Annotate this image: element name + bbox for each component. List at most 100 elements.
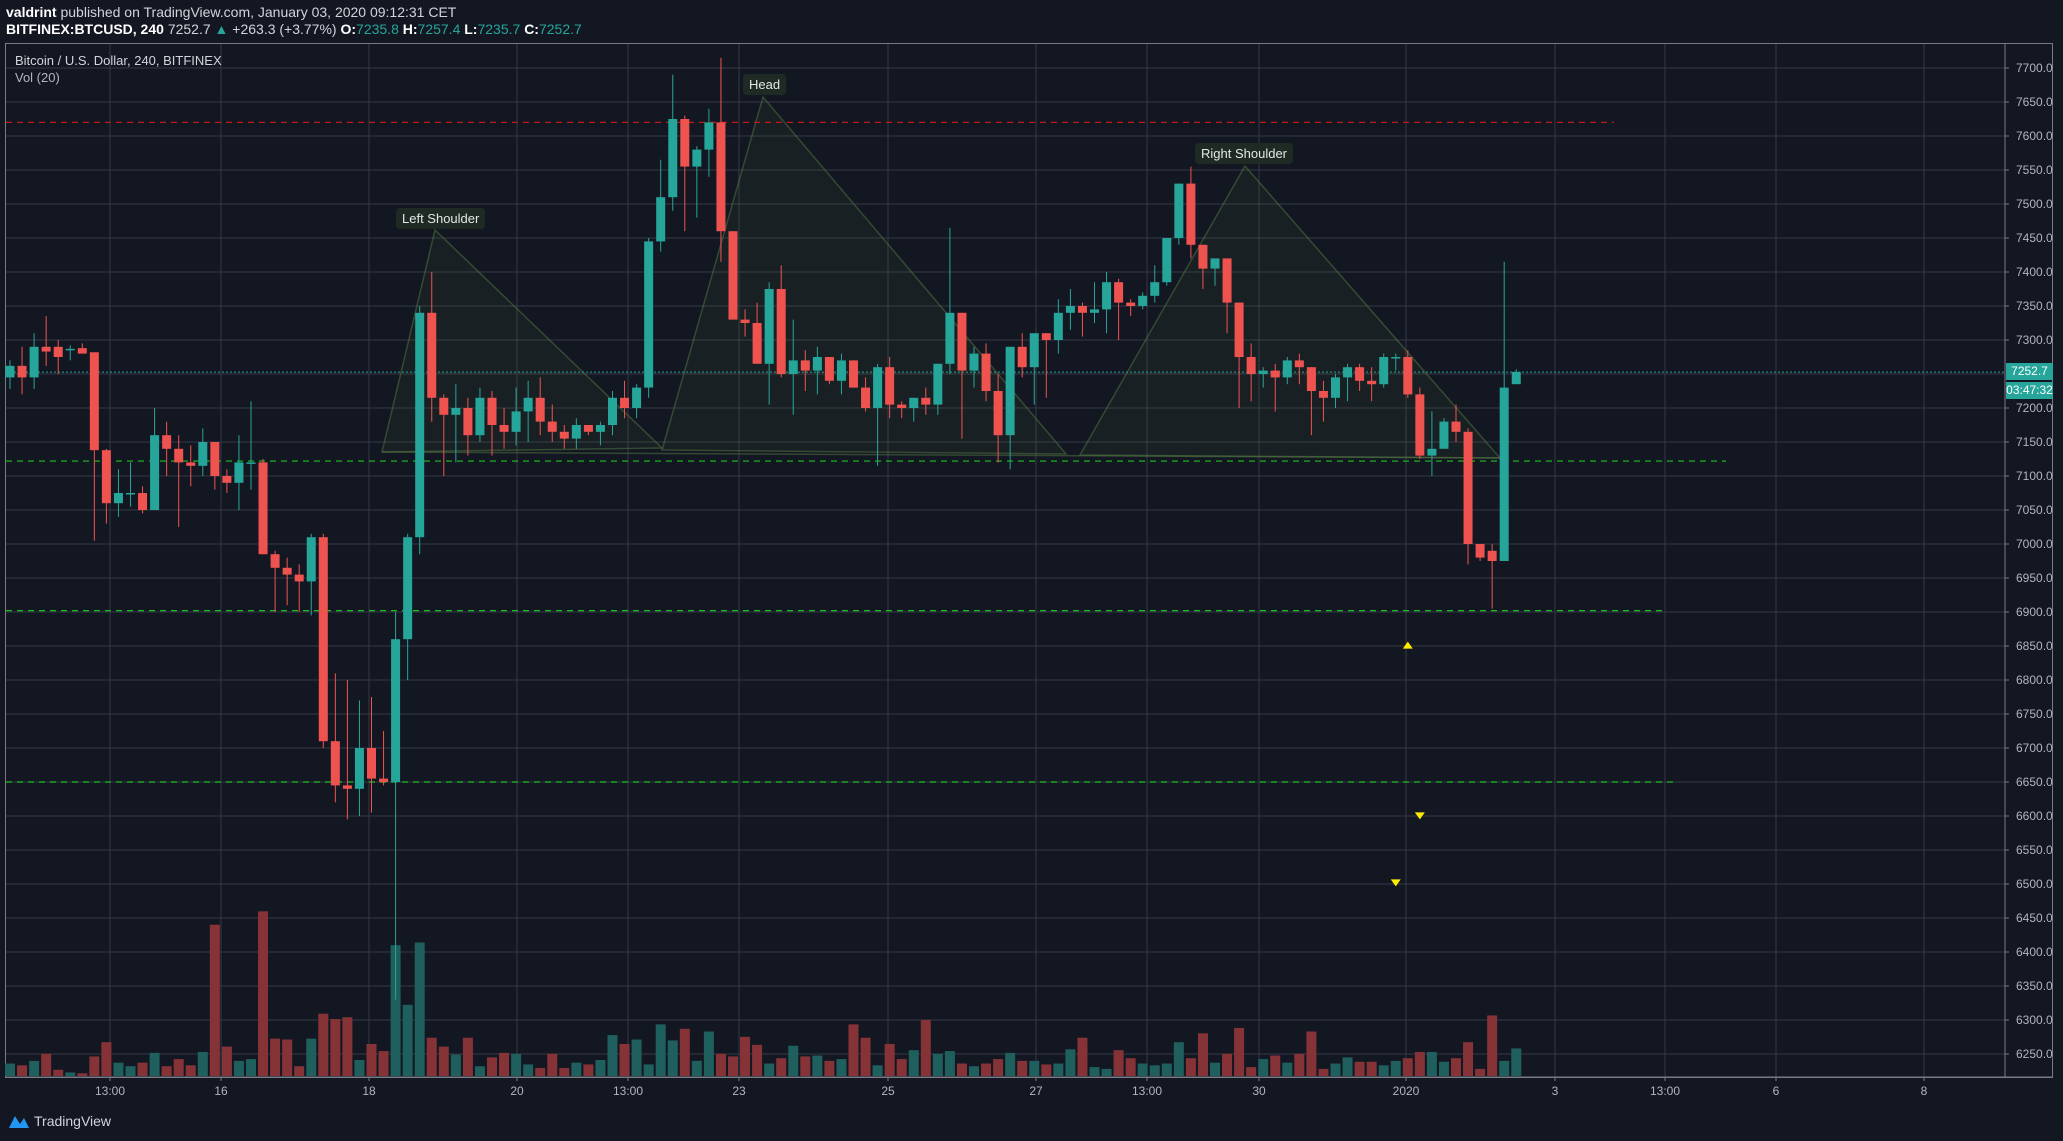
volume-bar (872, 1065, 883, 1076)
candle-body (861, 387, 871, 408)
candle-body (1475, 544, 1485, 558)
candle-body (945, 312, 955, 364)
left-shoulder-triangle (381, 228, 664, 453)
footer-brand[interactable]: TradingView (8, 1113, 111, 1129)
candle-body (1367, 380, 1377, 385)
candle-body (800, 360, 810, 371)
candle-body (174, 448, 184, 463)
candle-body (258, 462, 268, 555)
time-tick-label: 2020 (1392, 1084, 1420, 1098)
volume-bar (559, 1067, 570, 1076)
volume-bar (752, 1044, 763, 1076)
candle-body (1306, 367, 1316, 391)
candle-body (788, 360, 798, 374)
candle-body (439, 397, 449, 415)
candle-body (1282, 360, 1292, 378)
volume-bar (185, 1065, 196, 1076)
candle-body (1017, 346, 1027, 368)
volume-bar (920, 1019, 931, 1076)
price-tick-label: 7450.0 (2016, 231, 2053, 245)
volume-bar (161, 1066, 172, 1076)
publish-text: published on TradingView.com, January 03… (60, 4, 457, 20)
candle-body (379, 778, 389, 782)
time-tick-label: 13:00 (1131, 1084, 1163, 1098)
volume-bar (848, 1024, 859, 1076)
candle-body (933, 363, 943, 405)
volume-bar (595, 1059, 606, 1076)
candle-body (1439, 421, 1449, 449)
price-tick-label: 7600.0 (2016, 129, 2053, 143)
volume-bar (1125, 1058, 1136, 1076)
volume-bar (1173, 1042, 1184, 1076)
candle-body (65, 348, 75, 351)
right-shoulder-label[interactable]: Right Shoulder (1195, 143, 1293, 164)
volume-bar (137, 1062, 148, 1076)
volume-bar (800, 1056, 811, 1076)
volume-bar (981, 1063, 992, 1076)
volume-bar (450, 1054, 461, 1076)
volume-bar (197, 1051, 208, 1076)
candle-body (1355, 367, 1365, 381)
price-tick-label: 6650.0 (2016, 775, 2053, 789)
candle-body (162, 435, 172, 449)
high-label: H: (402, 21, 418, 37)
time-tick-label: 20 (510, 1084, 524, 1098)
author-name[interactable]: valdrint (6, 4, 57, 20)
brand-name: TradingView (34, 1113, 112, 1129)
candle-body (849, 360, 858, 388)
candle-body (1294, 360, 1304, 368)
volume-bar (1258, 1059, 1269, 1076)
volume-bar (65, 1072, 76, 1076)
volume-bar (1197, 1033, 1208, 1076)
time-tick-label: 16 (214, 1084, 228, 1098)
candle-body (1451, 421, 1461, 432)
candle-body (1198, 244, 1208, 269)
volume-bar (1270, 1055, 1281, 1076)
volume-bar (29, 1060, 40, 1076)
price-tick-label: 7400.0 (2016, 265, 2053, 279)
price-tick-label: 6800.0 (2016, 673, 2053, 687)
volume-bar (499, 1052, 510, 1076)
volume-bar (1354, 1061, 1365, 1076)
candle-body (1090, 309, 1099, 313)
candle-body (595, 425, 605, 432)
candle-body (511, 411, 521, 432)
price-tick-label: 7500.0 (2016, 197, 2053, 211)
volume-bar (812, 1055, 823, 1076)
candle-body (632, 387, 642, 408)
volume-bar (209, 924, 220, 1076)
candle-body (1077, 306, 1087, 313)
candle-body (318, 537, 328, 742)
price-tick-label: 6550.0 (2016, 843, 2053, 857)
candle-body (680, 119, 690, 167)
left-shoulder-label[interactable]: Left Shoulder (396, 208, 486, 229)
price-tick-label: 7150.0 (2016, 435, 2053, 449)
volume-bar (547, 1053, 558, 1076)
up-arrow-marker-icon (1402, 641, 1413, 649)
volume-bar (1041, 1064, 1052, 1076)
volume-bar (1053, 1063, 1064, 1076)
volume-bar (788, 1045, 799, 1076)
candle-body (41, 346, 51, 352)
price-tick-label: 6300.0 (2016, 1013, 2053, 1027)
candle-body (668, 119, 678, 198)
volume-bar (1101, 1068, 1112, 1076)
time-tick-label: 25 (881, 1084, 895, 1098)
candle-body (294, 574, 304, 582)
price-tick-label: 7050.0 (2016, 503, 2053, 517)
candle-body (391, 639, 401, 782)
low-label: L: (464, 21, 478, 37)
volume-bar (1137, 1063, 1148, 1076)
countdown-tag: 03:47:32 (2006, 382, 2053, 399)
price-tick-label: 7100.0 (2016, 469, 2053, 483)
volume-bar (1017, 1060, 1028, 1076)
candle-body (897, 404, 907, 408)
price-tick-label: 6350.0 (2016, 979, 2053, 993)
head-label[interactable]: Head (743, 74, 787, 95)
volume-bar (679, 1028, 690, 1076)
volume-bar (993, 1059, 1004, 1076)
volume-bar (5, 1063, 15, 1076)
volume-bar (667, 1040, 678, 1076)
volume-bar (583, 1064, 594, 1076)
